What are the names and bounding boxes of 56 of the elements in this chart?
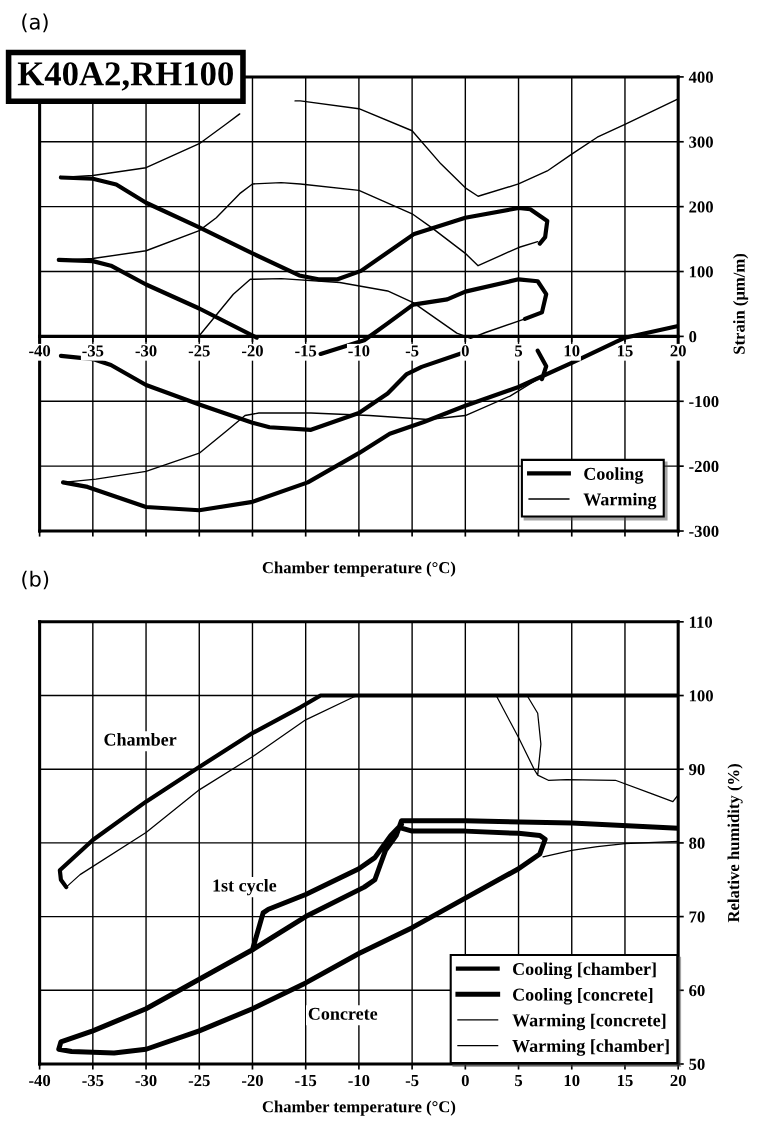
y-tick-label: 300 (689, 136, 713, 148)
x-tick-label: -35 (82, 345, 104, 357)
x-tick-label: 5 (515, 345, 523, 357)
x-tick-label: 20 (670, 345, 686, 357)
x-tick-label: -30 (135, 345, 157, 357)
legend-label: Cooling (584, 467, 644, 484)
legend-label: Warming [chamber] (512, 1039, 669, 1056)
y-axis-title: Relative humidity (%) (727, 764, 743, 923)
y-tick-label: -200 (689, 460, 719, 473)
x-tick-label: -25 (188, 345, 210, 357)
annotation: Chamber (104, 733, 177, 746)
y-tick-label: 0 (689, 331, 697, 343)
annotation: Concrete (308, 1007, 378, 1020)
y-tick-label: 100 (689, 690, 713, 702)
y-axis-title: Strain (μm/m) (733, 253, 749, 354)
x-tick-label: -20 (241, 345, 263, 357)
x-tick-label: -40 (29, 345, 51, 357)
x-tick-label: -15 (295, 1074, 317, 1087)
x-tick-label: -35 (82, 1074, 104, 1087)
x-tick-label: -5 (405, 345, 419, 357)
y-tick-label: -300 (689, 525, 719, 537)
x-axis-title: Chamber temperature (°C) (262, 561, 456, 577)
y-tick-label: 90 (689, 763, 705, 776)
annotation: K40A2,RH100 (17, 62, 233, 91)
y-tick-label: 70 (689, 911, 705, 923)
x-tick-label: -10 (348, 1074, 370, 1087)
legend-label: Cooling [concrete] (512, 988, 653, 1005)
y-tick-label: 50 (689, 1058, 705, 1070)
x-tick-label: -40 (29, 1074, 51, 1087)
x-tick-label: -5 (405, 1075, 419, 1087)
x-tick-label: -20 (241, 1074, 263, 1087)
chart-title: (a) (22, 13, 48, 33)
x-tick-label: 15 (617, 1074, 633, 1087)
y-tick-label: -100 (689, 395, 719, 408)
y-tick-label: 110 (689, 616, 713, 628)
x-tick-label: 0 (461, 1074, 469, 1087)
chart-title: (b) (22, 570, 49, 590)
y-tick-label: 80 (689, 837, 705, 849)
x-tick-label: -30 (135, 1074, 157, 1087)
y-tick-label: 400 (688, 71, 713, 83)
x-tick-label: 20 (670, 1074, 686, 1087)
x-tick-label: -10 (348, 345, 370, 357)
x-tick-label: -15 (295, 345, 317, 357)
y-tick-label: 60 (689, 984, 705, 997)
x-tick-label: 10 (564, 345, 580, 357)
y-tick-label: 200 (689, 201, 713, 213)
x-tick-label: 5 (515, 1075, 523, 1087)
x-axis-title: Chamber temperature (°C) (262, 1100, 456, 1116)
legend-label: Cooling [chamber] (512, 962, 656, 979)
x-tick-label: 10 (564, 1074, 580, 1087)
legend-label: Warming (583, 492, 657, 510)
y-tick-label: 100 (689, 266, 713, 278)
annotation: 1st cycle (213, 878, 277, 896)
x-tick-label: 15 (617, 345, 633, 357)
x-tick-label: -25 (188, 1074, 210, 1087)
legend-label: Warming [concrete] (512, 1013, 666, 1031)
